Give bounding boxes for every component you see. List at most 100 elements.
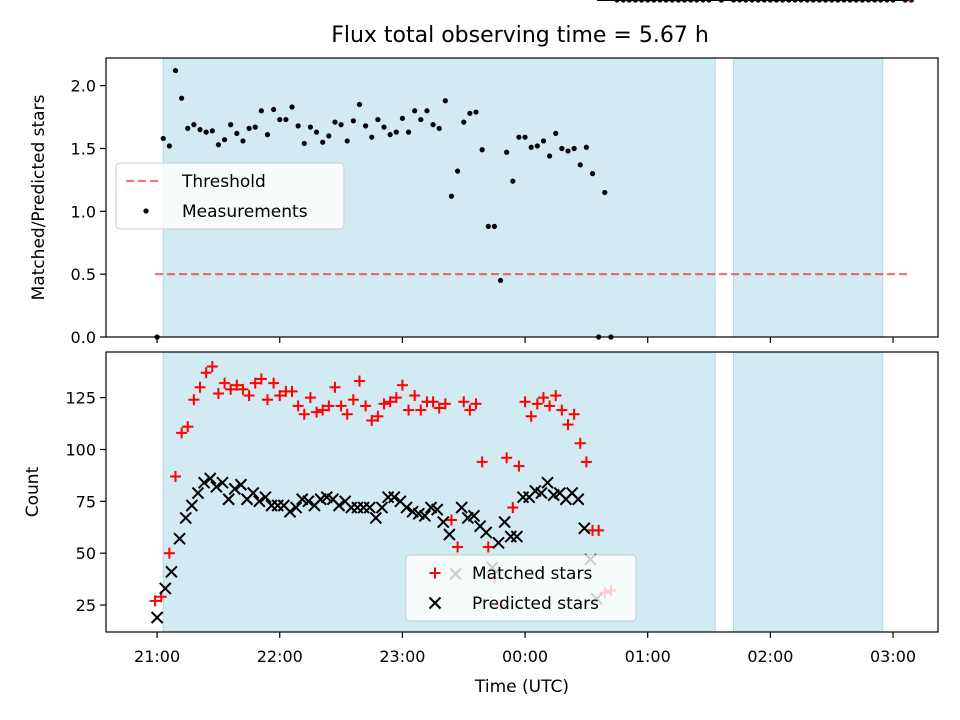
matched-star-point: [550, 390, 562, 402]
predicted-star-point: [369, 511, 383, 525]
matched-star-point: [568, 408, 580, 420]
x-tick-label: 00:00: [502, 647, 548, 666]
measurement-point: [534, 143, 540, 149]
measurement-point: [467, 110, 473, 116]
measurement-point: [228, 122, 234, 128]
predicted-star-point: [253, 495, 266, 508]
y-tick-label: 0.0: [71, 328, 96, 347]
predicted-star-point: [455, 501, 468, 514]
matched-star-point: [176, 427, 188, 439]
measurement-point: [277, 116, 283, 123]
predicted-star-point: [578, 522, 591, 535]
matched-star-point: [464, 404, 476, 416]
predicted-star-point: [185, 499, 199, 512]
matched-star-point: [439, 398, 451, 410]
measurement-point: [405, 129, 412, 135]
measurement-point: [240, 138, 246, 144]
threshold-legend-label: Threshold: [181, 172, 266, 192]
y-tick-label: 125: [65, 389, 96, 408]
matched-star-point: [182, 421, 194, 433]
matched-star-point: [255, 373, 267, 385]
bottom-legend: Matched stars Predicted stars: [405, 554, 637, 622]
x-axis-label: Time (UTC): [474, 677, 569, 697]
y-tick-label: 0.5: [71, 265, 96, 284]
measurement-point: [363, 123, 369, 129]
matched-star-point: [593, 524, 605, 536]
matched-star-point: [482, 541, 494, 553]
measurement-point: [473, 109, 479, 115]
matched-star-point: [298, 408, 310, 420]
x-tick-label: 22:00: [257, 647, 303, 666]
measurement-point: [264, 132, 271, 138]
matched-star-point: [403, 404, 415, 416]
matched-star-point: [562, 419, 574, 431]
predicted-star-point: [150, 611, 164, 624]
matched-star-point: [396, 379, 408, 391]
predicted-star-point: [173, 532, 186, 545]
matched-star-point: [445, 514, 457, 526]
top-y-axis-label: Matched/Predicted stars: [29, 94, 49, 300]
y-tick-label: 50: [76, 544, 96, 563]
matched-star-point: [525, 410, 537, 422]
matched-star-point: [219, 377, 231, 389]
y-tick-label: 25: [76, 596, 96, 615]
predicted-star-point: [283, 505, 297, 518]
matched-star-point: [200, 367, 212, 379]
y-tick-label: 1.5: [71, 139, 96, 158]
measurement-point: [546, 153, 553, 159]
predicted-star-point: [228, 482, 241, 496]
predicted-star-point: [572, 493, 585, 506]
matched-star-point: [317, 404, 329, 416]
predicted-star-point: [541, 476, 554, 489]
matched-star-point: [304, 392, 316, 404]
matched-star-point: [329, 381, 341, 393]
measurement-point: [301, 140, 307, 147]
measurement-point: [350, 118, 356, 124]
measurement-point: [271, 106, 277, 113]
predicted-star-point: [234, 478, 248, 491]
measurement-point: [510, 178, 516, 184]
predicted-legend-swatch: [428, 596, 442, 610]
matched-star-point: [458, 396, 470, 408]
measurement-point: [577, 162, 583, 168]
measurement-point: [179, 95, 185, 101]
predicted-star-point: [302, 495, 315, 508]
measurement-point: [448, 193, 455, 199]
predicted-star-point: [246, 486, 260, 500]
predicted-star-point: [222, 493, 235, 506]
matched-star-point: [335, 400, 347, 412]
measurement-point: [252, 124, 258, 130]
predicted-star-point: [492, 536, 505, 550]
bottom-legend-box: [405, 554, 637, 622]
bottom-axes-frame: [105, 351, 939, 633]
matched-star-point: [292, 400, 304, 412]
measurement-point: [571, 145, 577, 152]
measurements-legend-swatch: [143, 208, 149, 214]
measurement-point: [602, 189, 608, 196]
measurement-point: [522, 134, 528, 140]
bottom-x-ticks: 21:00 22:00 23:00 00:00 01:00 02:00 03:00: [134, 632, 916, 666]
matched-star-point: [347, 394, 359, 406]
measurement-point: [497, 277, 504, 284]
top-y-ticks: 0.0 0.5 1.0 1.5 2.0: [71, 77, 106, 347]
measurement-point: [461, 119, 467, 125]
measurement-point: [221, 137, 228, 143]
matched-star-point: [427, 396, 439, 408]
measurement-point: [442, 98, 448, 104]
matched-star-point: [360, 400, 372, 412]
matched-star-point: [243, 390, 255, 402]
measurement-point: [399, 115, 406, 121]
predicted-star-point: [289, 501, 303, 514]
y-tick-label: 75: [76, 492, 96, 511]
predicted-star-point: [197, 476, 211, 489]
measurement-point: [387, 132, 393, 138]
predicted-star-point: [210, 480, 223, 494]
matched-star-point: [580, 456, 592, 468]
measurement-point: [528, 144, 534, 150]
chart-title: Flux total observing time = 5.67 h: [331, 23, 709, 48]
measurement-point: [504, 149, 510, 155]
measurement-point: [436, 125, 442, 131]
ratio-panel: 0.00.51.01.52.0 Matched/Predicted stars …: [29, 0, 939, 347]
matched-star-point: [353, 375, 365, 387]
